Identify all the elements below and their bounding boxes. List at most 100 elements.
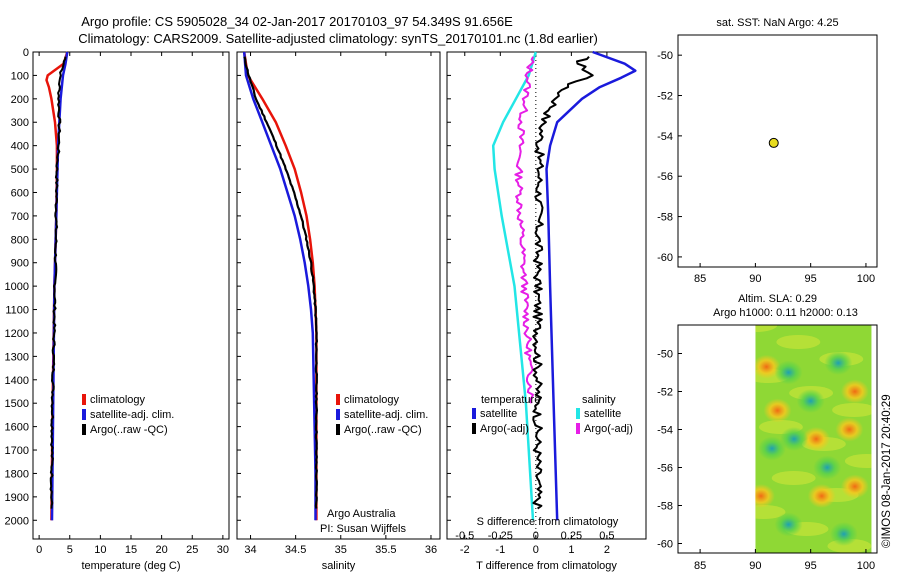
figure-title-line2: Climatology: CARS2009. Satellite-adjuste… [78,31,598,46]
x-tick-label: 100 [857,560,875,572]
x-tick-label: -1 [495,544,505,556]
y-tick-label: -54 [657,425,673,437]
y-tick-label: 400 [11,141,29,153]
legend-title-salinity: salinity [582,394,616,406]
legend-swatch [472,423,476,434]
y-tick-label: -50 [657,349,673,361]
x-tick-label: 5 [67,544,73,556]
temperature-panel: 0 5 10 15 20 25 300100200300400500600700800900… [5,47,230,572]
x-tick-label: 95 [805,560,817,572]
x-tick-label: 1 [568,544,574,556]
y-tick-label: -56 [657,463,673,475]
sla-texture [771,471,816,485]
x-tick-label: 0 [533,544,539,556]
salinity-tick-label: -0.5 [455,530,474,542]
plot-frame [32,51,230,540]
x-tick-label: 90 [749,273,761,285]
series-line-argo-raw-qc- [243,56,318,509]
sla-blob-low [824,351,853,375]
sla-map-title-1: Altim. SLA: 0.29 [738,293,817,305]
series-line-satellite-adj-clim- [242,51,317,521]
x-tick-label: 34 [244,544,256,556]
x-tick-label: 10 [94,544,106,556]
x-tick-label: 25 [186,544,198,556]
legend-swatch [472,408,476,419]
y-tick-label: 700 [11,211,29,223]
legend-swatch [82,424,86,435]
x-tick-label: 100 [857,273,875,285]
series-line-salinity-argo-adj- [514,56,535,404]
y-tick-label: 900 [11,258,29,270]
x-tick-label: 15 [125,544,137,556]
legend-title-temperature: temperature [481,394,540,406]
y-tick-label: 300 [11,117,29,129]
y-tick-label: 1600 [5,422,29,434]
x-tick-label: 85 [694,273,706,285]
y-tick-label: 1000 [5,281,29,293]
x-tick-label: 0 [36,544,42,556]
float-position-marker [768,137,779,148]
difference-panel: -2 -1 0 1 2 T difference from climatology temp… [446,50,647,572]
x-tick-label: 34.5 [285,544,306,556]
sla-blob-low [757,436,786,461]
legend-label: climatology [344,394,400,406]
salinity-tick-label: 0.25 [561,530,582,542]
y-tick-label: 1500 [5,398,29,410]
legend-label: satellite-adj. clim. [344,409,428,421]
x-tick-label: 20 [156,544,168,556]
sla-map-panel: Altim. SLA: 0.29 Argo h1000: 0.11 h2000: … [657,293,893,572]
y-tick-label: 1800 [5,468,29,480]
x-axis-label: T difference from climatology [476,560,617,572]
sla-blob-low [796,389,825,413]
legend-label: Argo(-adj) [584,423,633,435]
salinity-tick-label: -0.25 [488,530,513,542]
y-tick-label: 600 [11,187,29,199]
y-tick-label: 1900 [5,492,29,504]
sst-map-panel: sat. SST: NaN Argo: 4.25 85 90 95 100 -50 -52 -… [657,17,878,285]
credit-line-1: Argo Australia [327,508,396,520]
y-tick-label: -52 [657,91,673,103]
legend-label: satellite-adj. clim. [90,409,174,421]
sla-field [755,325,872,553]
sla-blob-low [813,455,842,480]
x-tick-label: 95 [805,273,817,285]
legend-label: satellite [480,408,517,420]
y-tick-label: 100 [11,70,29,82]
y-tick-label: -56 [657,171,673,183]
legend-label: Argo(-adj) [480,423,529,435]
y-tick-label: -60 [657,252,673,264]
legend-swatch [336,424,340,435]
salinity-axis-label: S difference from climatology [477,516,619,528]
y-tick-label: 1100 [5,305,29,317]
x-tick-label: 90 [749,560,761,572]
sla-blob-high [835,417,864,442]
sla-texture [776,335,821,349]
series-line-salinity-satellite [491,51,537,521]
y-tick-label: -50 [657,50,673,62]
legend-swatch [82,409,86,420]
sla-blob-low [780,427,809,451]
y-tick-label: 2000 [5,515,29,527]
legend-label: climatology [90,394,146,406]
map-frame [677,324,878,554]
x-tick-label: 30 [217,544,229,556]
y-tick-label: 1400 [5,375,29,387]
y-tick-label: 800 [11,234,29,246]
y-tick-label: 200 [11,94,29,106]
sla-texture [844,454,872,468]
series-line-argo-raw-qc- [49,56,67,509]
imos-timestamp-watermark: ©IMOS 08-Jan-2017 20:40:29 [881,394,893,548]
sla-texture [832,403,872,417]
salinity-panel: 34 34.5 35 35.5 36 salinity climatology satelli… [236,51,441,572]
legend-swatch [576,408,580,419]
x-tick-label: 85 [694,560,706,572]
legend-label: satellite [584,408,621,420]
legend-label: Argo(..raw -QC) [90,424,168,436]
x-tick-label: 35.5 [375,544,396,556]
legend-swatch [336,409,340,420]
y-tick-label: -52 [657,387,673,399]
sst-map-title: sat. SST: NaN Argo: 4.25 [716,17,838,29]
y-tick-label: -58 [657,501,673,513]
x-axis-label: salinity [322,560,356,572]
y-tick-label: 1200 [5,328,29,340]
